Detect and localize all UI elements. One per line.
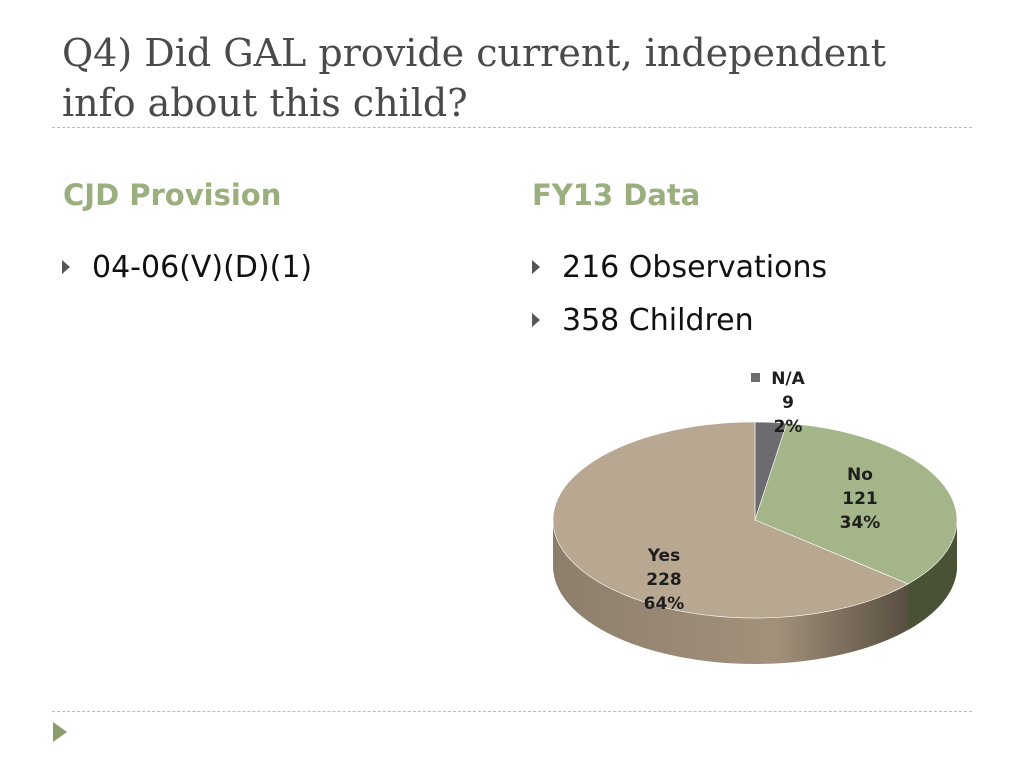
label-value: 9 <box>782 393 794 413</box>
label-value: 228 <box>646 570 682 590</box>
pie-slice-no <box>754 422 958 585</box>
bullet-text: 216 Observations <box>562 250 828 285</box>
bullet-arrow-icon <box>62 260 70 274</box>
pie-chart: N/A 9 2% No 121 34% Yes 228 64% <box>552 369 958 664</box>
data-label-na: N/A 9 2% <box>751 369 806 437</box>
label-name: No <box>847 465 873 485</box>
bullet-text: 04-06(V)(D)(1) <box>92 250 313 285</box>
label-percent: 64% <box>644 594 685 614</box>
page-title: Q4) Did GAL provide current, independent… <box>62 28 962 128</box>
title-line-1: Q4) Did GAL provide current, independent <box>62 31 887 75</box>
data-label-no: No 121 34% <box>840 465 881 533</box>
right-bullet-item: 358 Children <box>532 303 754 338</box>
legend-marker <box>628 550 637 559</box>
label-name: N/A <box>771 369 805 389</box>
bottom-divider <box>52 711 972 712</box>
label-value: 121 <box>842 489 878 509</box>
right-column-heading: FY13 Data <box>532 178 701 212</box>
top-divider <box>52 127 972 128</box>
legend-marker <box>751 373 760 382</box>
label-percent: 34% <box>840 513 881 533</box>
pie-side-wall <box>553 520 957 664</box>
label-percent: 2% <box>774 417 803 437</box>
label-name: Yes <box>647 546 680 566</box>
next-slide-arrow-icon[interactable] <box>53 722 67 742</box>
data-label-yes: Yes 228 64% <box>628 546 684 614</box>
pie-slice-yes <box>552 421 909 619</box>
bullet-arrow-icon <box>532 260 540 274</box>
bullet-text: 358 Children <box>562 303 754 338</box>
left-column-heading: CJD Provision <box>63 178 282 212</box>
left-bullet-item: 04-06(V)(D)(1) <box>62 250 313 285</box>
pie-side-no <box>908 520 957 630</box>
title-line-2: info about this child? <box>62 81 468 125</box>
right-bullet-item: 216 Observations <box>532 250 828 285</box>
bullet-arrow-icon <box>532 313 540 327</box>
